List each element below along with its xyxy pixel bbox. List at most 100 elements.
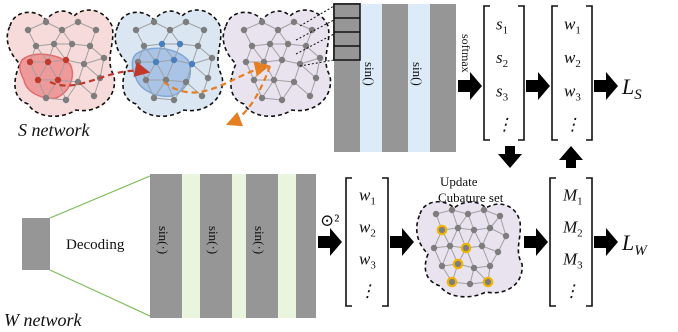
matrix-bracket-left [549,177,556,307]
s-layer-blue-1 [360,4,382,152]
mesh-node [464,210,472,218]
update-label-line1: Update [440,174,478,189]
mesh-node [258,94,266,102]
cubature-point [482,276,494,288]
mesh-node [170,56,178,64]
w-layer-gray-4 [296,174,316,318]
matrix-entry: w1 [564,14,581,36]
path-arrow-red [49,61,151,87]
mesh-node [26,58,34,66]
matrix-entry: s2 [496,48,508,70]
mesh-node [58,26,66,34]
arrow-down-update [498,146,522,168]
matrix-s: s1 s2 s3 ⋮ [483,5,525,141]
mesh-node [302,42,310,50]
mesh-node [24,26,32,34]
arrow-up-weights [559,146,583,168]
matrix-entry: ⋮ [359,281,376,300]
matrix-entry: w2 [359,217,376,239]
mesh-node [496,212,504,220]
mesh-node [92,26,100,34]
s-layer-gray-1 [334,4,360,152]
mesh-node [240,26,248,34]
cubature-point [446,276,458,288]
update-label-line2: Cubature set [438,190,504,205]
odot-squared-label: ⊙² [320,211,339,230]
w-network-label: W network [4,310,82,330]
mesh-node [430,244,438,252]
mesh-node [290,78,298,86]
s-network-label: S network [18,120,91,140]
mesh-node [284,40,292,48]
mesh-node [316,54,324,62]
cubature-point [452,258,464,270]
matrix-entry: M2 [562,217,583,239]
mesh-graph-1 [24,18,108,104]
matrix-bracket-left [483,5,490,141]
cubature-mesh [430,206,510,288]
mesh-node [470,226,478,234]
mesh-node [432,210,440,218]
mesh-node [478,242,486,250]
mesh-node [260,58,268,66]
s-layer-label-2: sin() [410,62,425,86]
mesh-node [86,42,94,50]
mesh-node [200,26,208,34]
w-layer-gray-2 [200,174,232,318]
decoder-line-top [49,175,151,219]
w-layer-green-1 [182,174,200,318]
matrix-entry: ⋮ [564,115,581,134]
matrix-entry: ⋮ [563,281,580,300]
matrix-entry: M1 [562,185,583,207]
mesh-node [438,262,446,270]
mesh-node [278,96,286,104]
mesh-node [296,60,304,68]
s-layer-gray-2 [382,4,408,152]
mesh-node [74,18,82,26]
w-layer-green-2 [232,174,246,318]
mesh-node [62,56,70,64]
matrix-entry: w3 [564,81,581,103]
mesh-node [44,58,52,66]
mesh-node [274,26,282,34]
w-layer-gray-3 [246,174,278,318]
path-arrow-orange [163,61,271,94]
w-latent-box [22,218,50,270]
decoder-line-bottom [49,269,151,317]
mesh-node [176,40,184,48]
mesh-node [466,280,474,288]
mesh-node [32,42,40,50]
blob-outline-purple [222,9,332,117]
w-layer-label-3: sin(·) [252,226,267,254]
mesh-node [150,94,158,102]
matrix-bracket-right [586,177,593,307]
loss-s: LS [621,74,642,103]
mesh-node [100,54,108,62]
mesh-node [494,248,502,256]
matrix-entry: ⋮ [496,115,513,134]
mesh-node [250,76,258,84]
mesh-node [446,242,454,250]
mesh-node [448,206,456,214]
mesh-node [142,76,150,84]
mesh-blob-purple [222,9,332,117]
matrix-w-top: w1 w2 w3 ⋮ [551,5,593,141]
mesh-node [152,58,160,66]
mesh-node [486,262,494,270]
w-layer-label-1: sin(·) [156,226,171,254]
mesh-node [166,26,174,34]
matrix-bracket-left [345,177,352,307]
matrix-bracket-right [518,5,525,141]
matrix-entry: M3 [562,249,583,271]
mesh-node [266,40,274,48]
mesh-node [132,26,140,34]
mesh-node [248,42,256,50]
mesh-node [306,92,314,100]
mesh-node [134,58,142,66]
mesh-node [198,92,206,100]
odot-arrow [318,228,342,256]
mesh-node [208,54,216,62]
mesh-blob-blue [114,9,224,117]
matrix-w-bottom: w1 w2 w3 ⋮ [345,177,389,307]
